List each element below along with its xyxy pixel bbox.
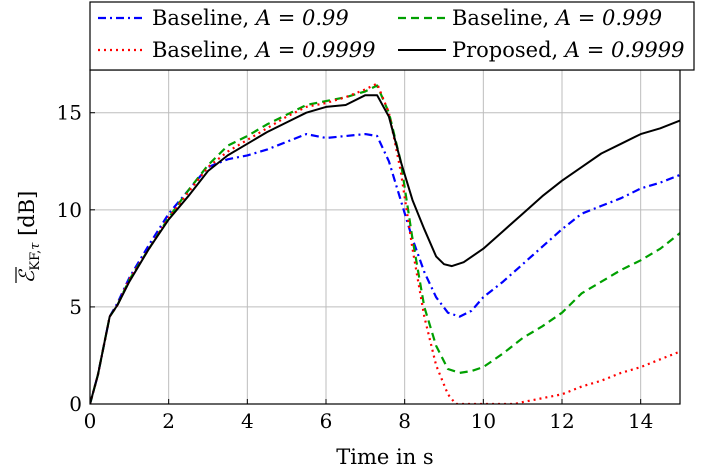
series-line-4 [90, 94, 680, 404]
y-tick-label: 15 [57, 101, 82, 125]
y-axis-label-symbol: ℰ [15, 268, 39, 283]
x-axis-label: Time in s [336, 445, 433, 469]
x-tick-label: 12 [549, 409, 574, 433]
y-axis-label-tau: τ [28, 242, 43, 250]
legend-item-2: Baseline, A = 0.999 [398, 6, 662, 30]
series-line-1 [90, 133, 680, 404]
y-axis-label-sub: KF, [28, 250, 43, 271]
series-line-3 [90, 82, 680, 404]
series-layer [90, 82, 680, 404]
legend-label: Baseline, A = 0.9999 [152, 38, 376, 62]
x-tick-label: 10 [471, 409, 496, 433]
plot-frame [89, 69, 681, 405]
y-tick-label: 5 [69, 295, 82, 319]
series-line-2 [90, 84, 680, 404]
legend-box [89, 1, 695, 71]
legend-item-4: Proposed, A = 0.9999 [398, 38, 685, 62]
grid [89, 70, 680, 405]
legend: Baseline, A = 0.99 Baseline, A = 0.999 Bas… [89, 1, 695, 71]
legend-item-3: Baseline, A = 0.9999 [98, 38, 376, 62]
svg-text:ℰKF,τ [dB]: ℰKF,τ [dB] [15, 191, 43, 284]
x-tick-label: 8 [398, 409, 411, 433]
legend-item-1: Baseline, A = 0.99 [98, 6, 349, 30]
y-tick-label: 0 [69, 392, 82, 416]
y-axis-label-unit: [dB] [15, 191, 39, 243]
y-tick-label: 10 [57, 198, 82, 222]
legend-label: Baseline, A = 0.999 [452, 6, 662, 30]
y-axis-label: ℰKF,τ [dB] [15, 191, 43, 284]
x-tick-label: 4 [241, 409, 254, 433]
legend-label: Proposed, A = 0.9999 [452, 38, 685, 62]
x-tick-label: 14 [628, 409, 653, 433]
legend-label: Baseline, A = 0.99 [152, 6, 349, 30]
x-tick-label: 6 [320, 409, 333, 433]
ticks: 0 2 4 6 8 10 12 14 0 5 10 15 [57, 101, 654, 433]
x-tick-label: 2 [162, 409, 175, 433]
x-tick-label: 0 [84, 409, 97, 433]
